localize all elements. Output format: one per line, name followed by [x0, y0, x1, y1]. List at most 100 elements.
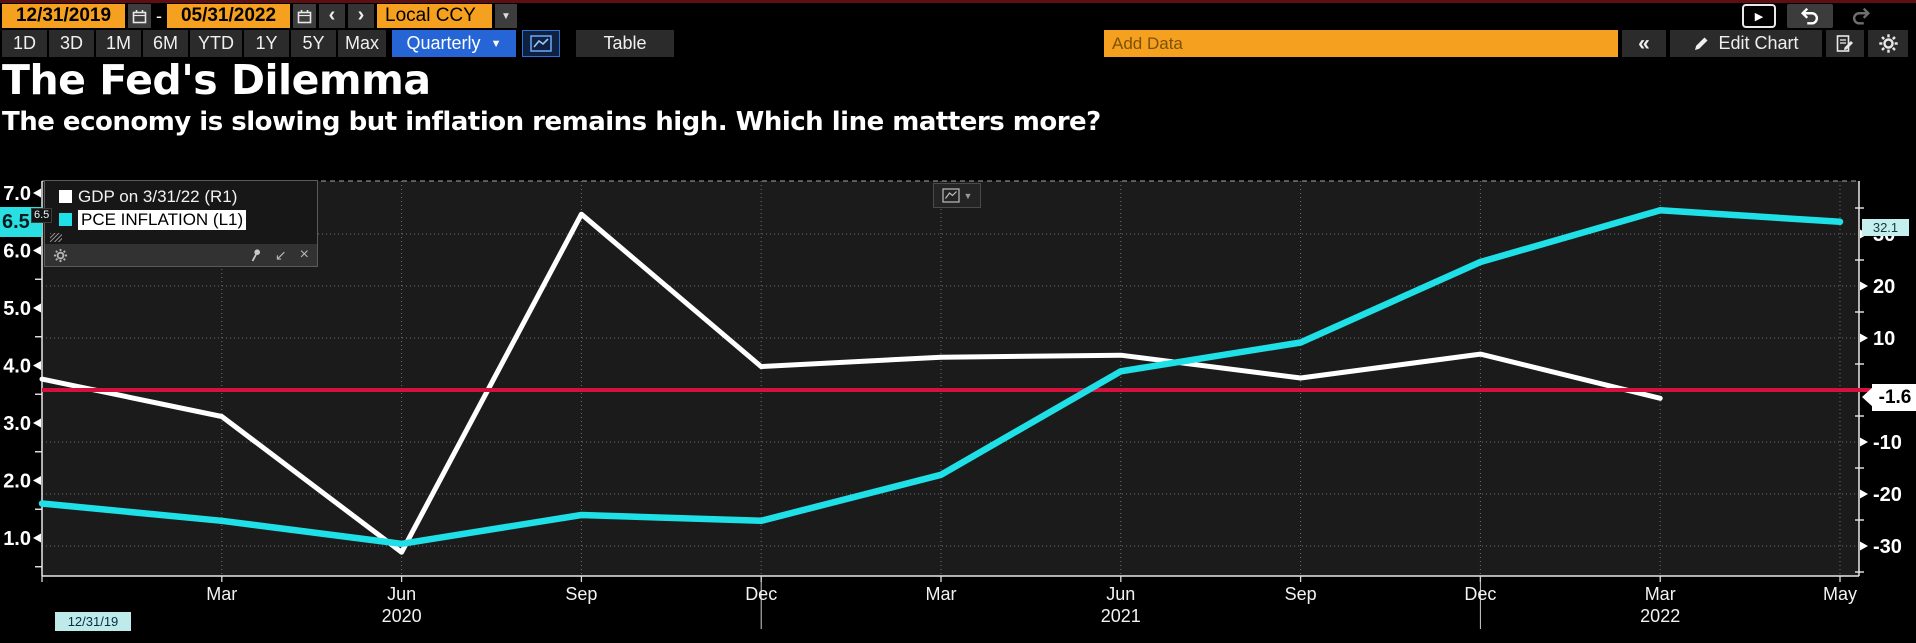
currency-dropdown-button[interactable]: ▼: [495, 4, 517, 28]
currency-field[interactable]: Local CCY: [377, 4, 492, 28]
calendar-icon: [132, 9, 147, 23]
range-1m-button[interactable]: 1M: [96, 30, 141, 57]
range-5y-button[interactable]: 5Y: [291, 30, 336, 57]
range-6m-button[interactable]: 6M: [143, 30, 188, 57]
calendar-from-button[interactable]: [128, 4, 151, 28]
pin-icon[interactable]: [249, 248, 262, 263]
legend-item-label: GDP on 3/31/22 (R1): [78, 186, 238, 206]
right-axis-tick-label: -10: [1873, 432, 1902, 454]
x-axis-tick-label: Jun: [387, 584, 416, 604]
range-ytd-button[interactable]: YTD: [190, 30, 242, 57]
gear-icon: [1878, 34, 1898, 53]
table-view-button[interactable]: Table: [576, 30, 674, 57]
date-toolbar: 12/31/2019 - 05/31/2022 ‹ › Local CCY ▼: [2, 4, 517, 28]
date-to-field[interactable]: 05/31/2022: [167, 4, 290, 28]
legend-minimize-icon[interactable]: ↙: [274, 247, 287, 263]
x-axis-tick-label: Jun: [1106, 584, 1135, 604]
legend-toolbar: ↙ ×: [45, 244, 317, 266]
left-axis-tick-label: 7.0: [3, 183, 31, 205]
x-axis-tick-label: May: [1823, 584, 1857, 604]
prev-period-button[interactable]: ‹: [319, 4, 345, 28]
plot-chart-type-widget[interactable]: ▼: [933, 183, 981, 208]
line-chart-icon: [941, 188, 960, 203]
gdp-series-swatch: [59, 190, 72, 203]
right-axis-tick-label: -30: [1873, 536, 1902, 558]
x-axis-tick-label: Mar: [926, 584, 957, 604]
collapse-panel-button[interactable]: «: [1622, 30, 1666, 57]
left-tick-arrow-icon: [33, 303, 41, 313]
range-max-button[interactable]: Max: [338, 30, 386, 57]
undo-icon: [1800, 7, 1818, 25]
left-axis-tick-label: 6.0: [3, 241, 31, 263]
next-period-button[interactable]: ›: [348, 4, 374, 28]
legend-item-label: PCE INFLATION (L1): [78, 209, 247, 230]
left-axis-tick-label: 5.0: [3, 298, 31, 320]
calendar-to-button[interactable]: [293, 4, 316, 28]
left-tick-arrow-icon: [33, 418, 41, 428]
range-1y-button[interactable]: 1Y: [244, 30, 289, 57]
x-axis-tick-label: Dec: [1464, 584, 1496, 604]
chevron-down-icon: ▼: [490, 37, 502, 50]
pce-current-value-badge: 6.5 6.5: [0, 207, 53, 237]
edit-chart-button[interactable]: Edit Chart: [1670, 30, 1822, 57]
annotate-button[interactable]: [1826, 30, 1864, 57]
redo-icon: [1853, 7, 1871, 25]
x-axis-year-label: 2021: [1101, 606, 1141, 626]
left-tick-arrow-icon: [33, 361, 41, 370]
range-1d-button[interactable]: 1D: [2, 30, 47, 57]
page-title: The Fed's Dilemma: [2, 56, 431, 104]
legend-close-icon[interactable]: ×: [299, 246, 309, 263]
x-axis-tick-label: Mar: [206, 584, 237, 604]
chart-type-button[interactable]: [522, 30, 560, 57]
redo-button[interactable]: [1838, 4, 1884, 28]
x-axis-tick-label: Sep: [565, 584, 597, 604]
period-dropdown[interactable]: Quarterly ▼: [392, 30, 516, 57]
left-tick-arrow-icon: [33, 476, 41, 485]
legend-settings-gear-icon[interactable]: [53, 248, 68, 263]
right-tick-arrow-icon: [1860, 489, 1868, 499]
right-tick-arrow-icon: [1860, 333, 1868, 343]
right-axis-tick-label: -20: [1873, 484, 1902, 506]
right-tick-arrow-icon: [1860, 541, 1868, 551]
present-button[interactable]: ▶: [1736, 4, 1782, 28]
left-axis-tick-label: 2.0: [3, 471, 31, 493]
left-axis-tick-label: 3.0: [3, 413, 31, 435]
right-axis-equivalent-badge: 32.1: [1862, 219, 1909, 236]
right-axis-tick-label: 10: [1873, 328, 1895, 350]
note-edit-icon: [1836, 34, 1853, 52]
legend-item-gdp[interactable]: GDP on 3/31/22 (R1): [45, 181, 317, 208]
x-axis-tick-label: Mar: [1645, 584, 1676, 604]
left-axis-tick-label: 4.0: [3, 356, 31, 378]
chart-actions: « Edit Chart: [1104, 30, 1908, 57]
legend-resize-handle[interactable]: [50, 233, 62, 242]
calendar-icon: [297, 9, 312, 23]
undo-button[interactable]: [1787, 4, 1833, 28]
edit-chart-label: Edit Chart: [1718, 33, 1799, 53]
settings-button[interactable]: [1868, 30, 1908, 57]
range-3d-button[interactable]: 3D: [49, 30, 94, 57]
legend[interactable]: GDP on 3/31/22 (R1) PCE INFLATION (L1): [44, 180, 318, 267]
left-tick-arrow-icon: [33, 188, 41, 198]
left-tick-arrow-icon: [33, 246, 41, 255]
pce-series-swatch: [59, 213, 72, 226]
legend-item-pce[interactable]: PCE INFLATION (L1): [45, 208, 317, 231]
x-axis-tick-label: Dec: [745, 584, 777, 604]
range-toolbar: 1D 3D 1M 6M YTD 1Y 5Y Max Quarterly ▼ Ta…: [2, 30, 674, 57]
date-range-separator: -: [156, 5, 162, 26]
pce-current-value: 6.5: [2, 211, 30, 233]
page-subtitle: The economy is slowing but inflation rem…: [2, 107, 1101, 137]
x-axis-tick-label: Sep: [1285, 584, 1317, 604]
pencil-icon: [1695, 37, 1708, 50]
x-axis-year-label: 2020: [382, 606, 422, 626]
right-tick-arrow-icon: [1860, 437, 1868, 447]
chart-start-date-badge: 12/31/19: [55, 612, 131, 631]
play-icon: ▶: [1742, 4, 1776, 28]
add-data-input[interactable]: [1104, 30, 1618, 57]
date-from-field[interactable]: 12/31/2019: [2, 4, 125, 28]
window-actions: ▶: [1736, 4, 1884, 28]
line-chart-icon: [530, 35, 552, 52]
period-label: Quarterly: [406, 33, 481, 53]
pce-current-value-mini: 6.5: [31, 208, 53, 223]
chevron-down-icon: ▼: [963, 190, 973, 201]
